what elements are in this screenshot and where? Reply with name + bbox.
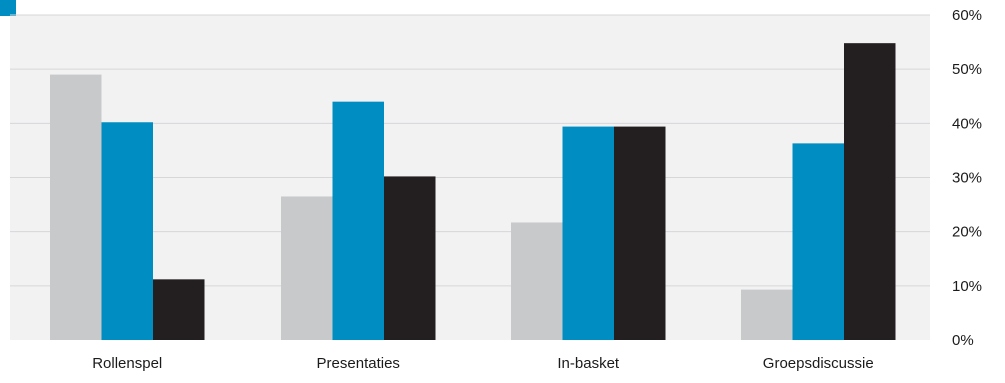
bar-groepsdiscussie-series-2 — [792, 143, 844, 340]
bar-rollenspel-series-1 — [50, 74, 102, 340]
x-category-label: Groepsdiscussie — [763, 355, 874, 372]
y-tick-label: 0% — [952, 332, 974, 349]
bar-rollenspel-series-2 — [101, 122, 153, 340]
y-tick-label: 10% — [952, 278, 982, 295]
x-category-label: In-basket — [557, 355, 620, 372]
bar-in-basket-series-3 — [614, 126, 666, 340]
bar-presentaties-series-3 — [384, 176, 436, 340]
x-axis-category-labels: Rollenspel Presentaties In-basket Groepsdis… — [92, 355, 873, 372]
bar-presentaties-series-1 — [281, 196, 333, 340]
y-tick-label: 60% — [952, 7, 982, 24]
bar-presentaties-series-2 — [332, 101, 384, 341]
bars — [50, 43, 896, 341]
bar-in-basket-series-2 — [562, 126, 614, 340]
bar-groepsdiscussie-series-3 — [844, 43, 896, 341]
y-tick-label: 40% — [952, 115, 982, 132]
bar-in-basket-series-1 — [511, 222, 563, 340]
y-tick-label: 30% — [952, 170, 982, 187]
x-category-label: Presentaties — [317, 355, 400, 372]
bar-rollenspel-series-3 — [153, 279, 205, 340]
accent-marker — [0, 0, 16, 16]
y-tick-label: 20% — [952, 224, 982, 241]
x-category-label: Rollenspel — [92, 355, 162, 372]
bar-groepsdiscussie-series-1 — [741, 289, 793, 340]
y-tick-label: 50% — [952, 61, 982, 78]
y-axis-tick-labels: 0% 10% 20% 30% 40% 50% 60% — [952, 7, 982, 349]
